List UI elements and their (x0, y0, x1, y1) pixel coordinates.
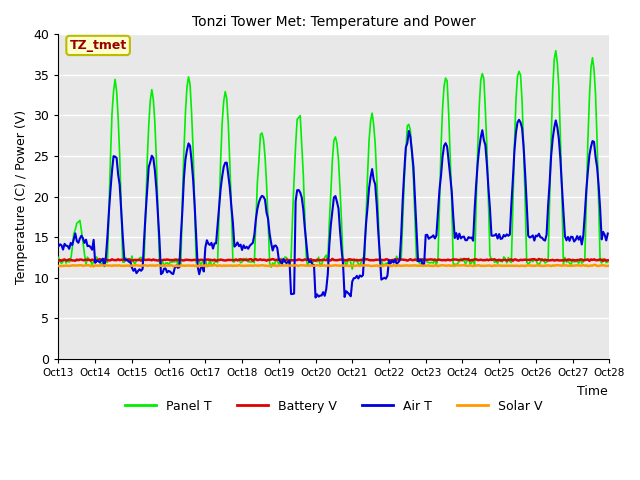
Title: Tonzi Tower Met: Temperature and Power: Tonzi Tower Met: Temperature and Power (192, 15, 476, 29)
X-axis label: Time: Time (577, 385, 608, 398)
Legend: Panel T, Battery V, Air T, Solar V: Panel T, Battery V, Air T, Solar V (120, 395, 548, 418)
Y-axis label: Temperature (C) / Power (V): Temperature (C) / Power (V) (15, 109, 28, 284)
Text: TZ_tmet: TZ_tmet (70, 39, 127, 52)
